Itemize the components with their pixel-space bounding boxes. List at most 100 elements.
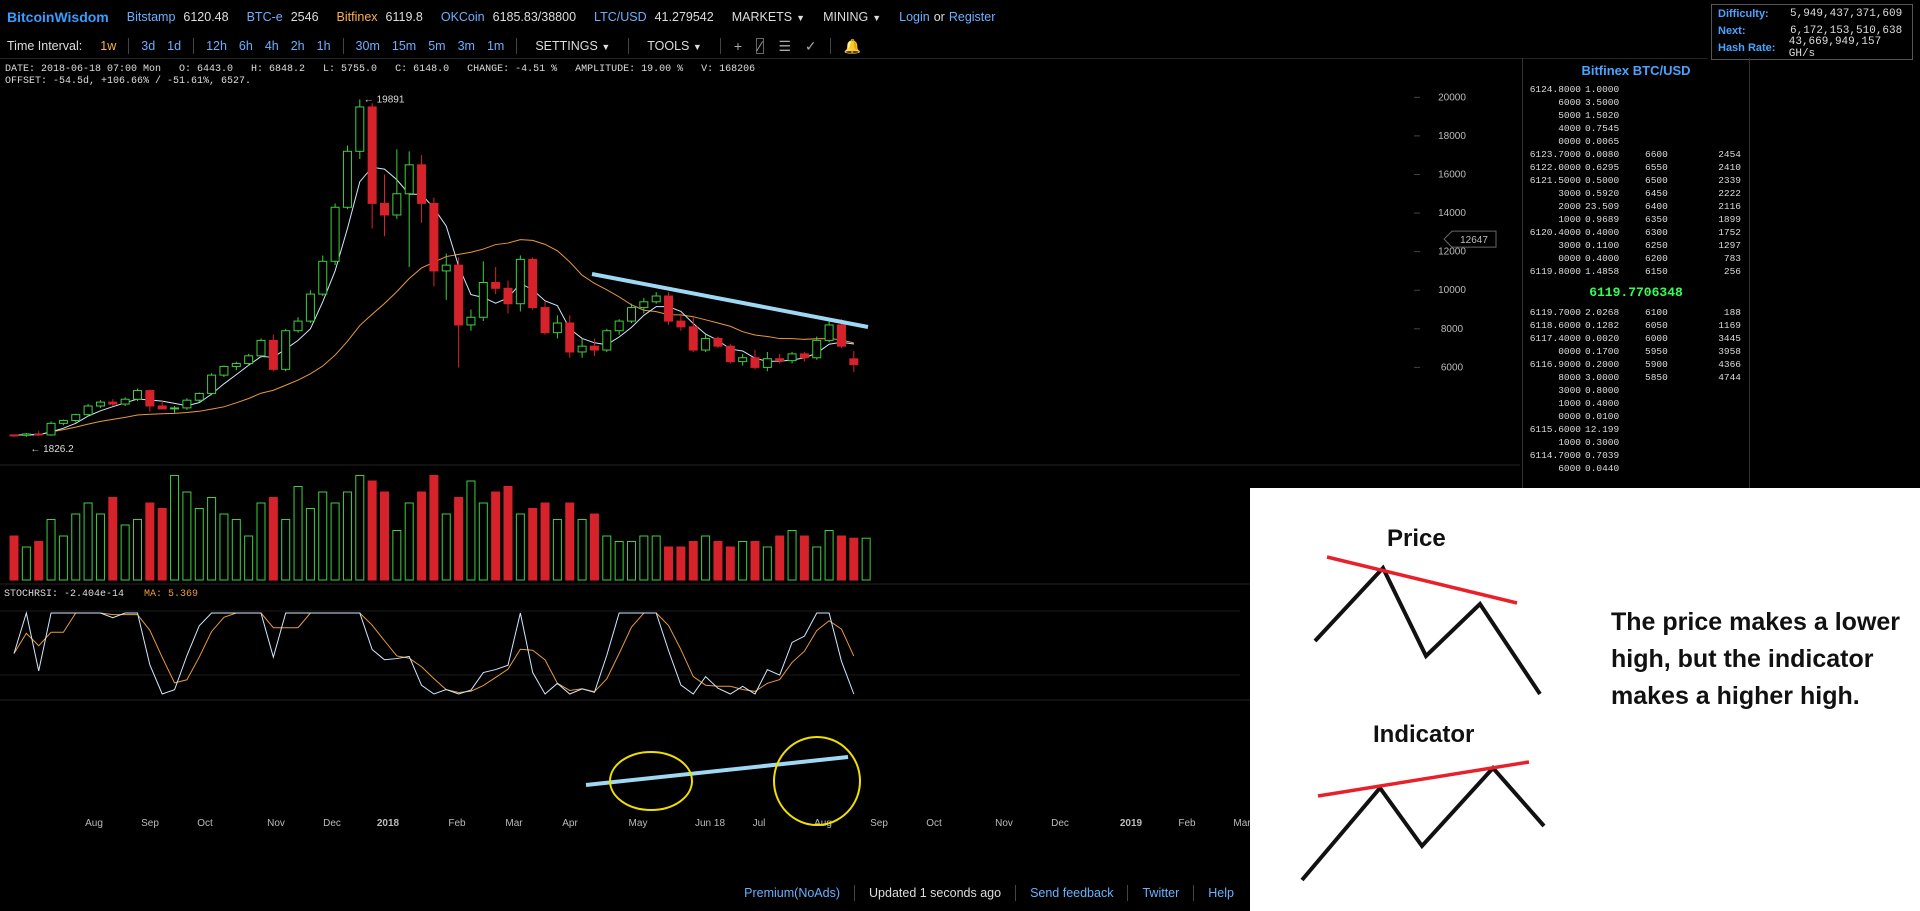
interval-3m[interactable]: 3m <box>457 39 475 53</box>
interval-30m[interactable]: 30m <box>355 39 380 53</box>
market-okcoin-link[interactable]: OKCoin <box>440 10 485 24</box>
volume-bar <box>775 535 785 581</box>
price-chart[interactable]: STOCHRSI: -2.404e-14 MA: 5.369 20000 18000… <box>0 58 1520 875</box>
candle-body <box>676 320 686 328</box>
ask-amount: 1.4858 <box>1585 266 1620 277</box>
interval-3d[interactable]: 3d <box>141 39 156 53</box>
bid-depth-price <box>1645 437 1697 450</box>
bid-depth-total <box>1697 424 1741 437</box>
login-link[interactable]: Login <box>899 10 930 24</box>
mining-menu[interactable]: MINING ▼ <box>823 10 881 24</box>
candle-body <box>713 337 723 347</box>
divider <box>1193 885 1195 901</box>
candle-body <box>602 330 612 351</box>
crosshair-icon[interactable]: + <box>733 38 742 54</box>
interval-1h[interactable]: 1h <box>316 39 331 53</box>
site-logo[interactable]: BitcoinWisdom <box>7 9 109 25</box>
interval-1w[interactable]: 1w <box>100 39 117 53</box>
candle-body <box>58 419 68 424</box>
interval-15m[interactable]: 15m <box>391 39 417 53</box>
twitter-link[interactable]: Twitter <box>1142 886 1180 900</box>
bid-amount: 3.0000 <box>1585 372 1620 383</box>
help-link[interactable]: Help <box>1208 886 1234 900</box>
ask-price: 3000 <box>1558 188 1581 199</box>
bid-price: 0000 <box>1558 346 1581 357</box>
candle-body <box>145 390 155 407</box>
register-link[interactable]: Register <box>948 10 996 24</box>
chevron-down-icon: ▼ <box>796 13 806 23</box>
candle-body <box>95 401 105 407</box>
volume-bar <box>207 497 217 581</box>
candle-body <box>577 345 587 353</box>
tools-menu[interactable]: TOOLS ▼ <box>647 39 702 53</box>
candle-body <box>589 345 599 351</box>
candle-body <box>565 322 575 353</box>
ask-depth-total: 1752 <box>1718 227 1741 238</box>
bid-depth-total: 3958 <box>1718 346 1741 357</box>
trendline-tool-icon[interactable]: ∕ <box>756 38 765 54</box>
settings-menu-label: SETTINGS <box>535 39 598 53</box>
ask-row: 3000 0.1100 6250 1297 <box>1523 240 1749 253</box>
candle-body <box>762 358 772 368</box>
ask-depth-total <box>1697 136 1741 149</box>
fib-tool-icon[interactable]: ✓ <box>804 37 817 54</box>
candle-body <box>454 264 464 326</box>
settings-menu[interactable]: SETTINGS ▼ <box>535 39 610 53</box>
bid-row: 6000 0.0440 <box>1523 463 1749 476</box>
ask-amount: 0.5000 <box>1585 175 1620 186</box>
volume-bar <box>738 541 748 581</box>
indicator-circle <box>609 751 693 811</box>
chevron-down-icon: ▼ <box>692 42 702 52</box>
chevron-down-icon: ▼ <box>601 42 611 52</box>
bid-amount: 0.1700 <box>1585 346 1620 357</box>
volume-bar <box>157 508 167 581</box>
market-bitfinex-link[interactable]: Bitfinex <box>336 10 378 24</box>
bid-row: 3000 0.8000 <box>1523 385 1749 398</box>
bid-amount: 12.199 <box>1585 424 1620 435</box>
divergence-diagram: Price Indicator The price makes a lower … <box>1250 488 1920 911</box>
x-tick-label: 2019 <box>1120 818 1143 829</box>
markets-menu[interactable]: MARKETS ▼ <box>732 10 805 24</box>
interval-4h[interactable]: 4h <box>264 39 279 53</box>
volume-bar <box>552 519 562 581</box>
hashrate-value: 43,669,949,157 GH/s <box>1788 35 1882 60</box>
interval-12h[interactable]: 12h <box>206 39 227 53</box>
interval-1d[interactable]: 1d <box>167 39 182 53</box>
x-tick-label: Dec <box>323 818 341 829</box>
market-ltcusd-link[interactable]: LTC/USD <box>594 10 647 24</box>
market-bitstamp-price: 6120.48 <box>183 10 229 24</box>
bid-depth-price: 6050 <box>1645 320 1668 331</box>
ask-price: 6124.8000 <box>1529 84 1581 95</box>
bid-price: 6114.7000 <box>1529 450 1581 461</box>
divergence-sketch <box>1300 555 1546 882</box>
market-bitstamp-link[interactable]: Bitstamp <box>126 10 176 24</box>
x-tick-label: Sep <box>141 818 159 829</box>
indicator-circle <box>773 736 861 826</box>
alert-bell-icon[interactable]: 🔔 <box>843 37 862 54</box>
premium-link[interactable]: Premium(NoAds) <box>744 886 841 900</box>
interval-1m[interactable]: 1m <box>486 39 505 53</box>
bid-price: 6118.6000 <box>1529 320 1581 331</box>
interval-6h[interactable]: 6h <box>238 39 253 53</box>
interval-2h[interactable]: 2h <box>290 39 305 53</box>
volume-bar <box>515 513 525 581</box>
candle-body <box>725 345 735 363</box>
candle-body <box>503 287 513 305</box>
stochrsi-ma-line <box>13 612 855 694</box>
x-tick-label: Aug <box>814 818 832 829</box>
horizontal-lines-icon[interactable]: ☰ <box>778 37 791 54</box>
bid-amount: 0.2000 <box>1585 359 1620 370</box>
interval-5m[interactable]: 5m <box>428 39 446 53</box>
candle-body <box>71 414 81 421</box>
market-btce-link[interactable]: BTC-e <box>246 10 283 24</box>
candle-body <box>404 164 414 195</box>
candle-body <box>367 106 377 204</box>
divider <box>829 38 831 54</box>
orderbook-bids: 6119.7000 2.0268 6100 188 6118.6000 0.1282 605… <box>1523 307 1749 476</box>
volume-bar <box>812 546 822 581</box>
network-stats-panel: Difficulty: 5,949,437,371,609 Next: 6,172,… <box>1711 4 1913 60</box>
candle-body <box>478 282 488 318</box>
volume-bar <box>120 524 130 581</box>
feedback-link[interactable]: Send feedback <box>1030 886 1114 900</box>
candle-body <box>664 295 674 322</box>
